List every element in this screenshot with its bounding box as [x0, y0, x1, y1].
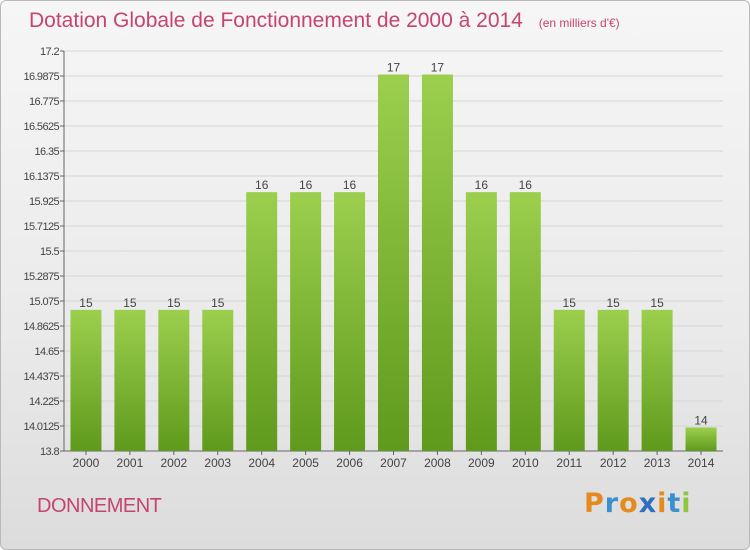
y-tick-label: 15.2875 [23, 271, 59, 283]
x-tick-label: 2002 [160, 456, 187, 470]
x-tick-label: 2000 [73, 456, 100, 470]
x-tick-label: 2014 [688, 456, 715, 470]
bar [509, 192, 541, 452]
bar-value-label: 17 [431, 61, 445, 75]
y-tick-label: 15.7125 [23, 221, 59, 233]
y-tick-label: 17.2 [40, 46, 59, 58]
bar-value-label: 15 [650, 296, 664, 310]
bar [334, 192, 366, 452]
bar-value-label: 17 [387, 61, 401, 75]
bar-value-label: 16 [343, 178, 357, 192]
chart-units: (en milliers d'€) [538, 16, 620, 30]
x-tick-label: 2009 [468, 456, 495, 470]
bar-value-label: 15 [123, 296, 137, 310]
y-tick-label: 14.8625 [23, 321, 59, 333]
x-tick-label: 2008 [424, 456, 451, 470]
y-tick-label: 16.775 [29, 96, 60, 108]
bar-value-label: 15 [167, 296, 181, 310]
y-tick-label: 16.5625 [23, 121, 59, 133]
x-tick-label: 2011 [556, 456, 582, 470]
y-tick-label: 13.8 [40, 446, 59, 458]
bar-value-label: 16 [475, 178, 489, 192]
bar [465, 192, 497, 452]
chart-title: Dotation Globale de Fonctionnement de 20… [29, 9, 620, 33]
x-tick-label: 2013 [644, 456, 671, 470]
y-tick-label: 16.35 [34, 146, 59, 158]
y-tick-label: 14.225 [29, 396, 60, 408]
bar [685, 427, 717, 451]
bar-value-label: 15 [79, 296, 93, 310]
bar [553, 309, 585, 451]
bars [70, 74, 717, 452]
bar-value-label: 15 [211, 296, 225, 310]
bar [246, 192, 278, 452]
bar [70, 309, 102, 451]
commune-name: DONNEMENT [37, 495, 162, 517]
y-tick-label: 15.075 [29, 296, 60, 308]
bar [641, 309, 673, 451]
y-tick-label: 14.65 [34, 346, 59, 358]
bar [290, 192, 322, 452]
y-tick-label: 16.9875 [23, 71, 59, 83]
chart-title-text: Dotation Globale de Fonctionnement de 20… [29, 9, 523, 32]
x-tick-label: 2012 [600, 456, 627, 470]
proxiti-logo[interactable]: Proxiti [584, 488, 692, 519]
bar-value-label: 16 [255, 178, 269, 192]
x-tick-label: 2004 [248, 456, 275, 470]
bar [202, 309, 234, 451]
bar [378, 74, 409, 451]
x-tick-label: 2005 [292, 456, 319, 470]
bar-value-label: 14 [694, 413, 708, 427]
y-tick-label: 14.0125 [23, 421, 59, 433]
x-tick-label: 2006 [336, 456, 363, 470]
x-tick-labels: 2000 2001 2002 2003 2004 2005 2006 2007 2008 2009… [73, 451, 715, 470]
x-tick-label: 2003 [204, 456, 231, 470]
x-tick-label: 2007 [380, 456, 407, 470]
data-labels: 15 15 15 15 16 16 16 17 17 16 16 15 15 15 14 [79, 61, 708, 428]
y-tick-labels: 17.2 16.9875 16.775 16.5625 16.35 16.1375 15.9… [23, 46, 60, 458]
bar-value-label: 15 [563, 296, 577, 310]
x-tick-label: 2001 [117, 456, 144, 470]
y-tick-label: 15.925 [29, 196, 60, 208]
bar [158, 309, 190, 451]
bar [421, 74, 453, 451]
bar [114, 309, 146, 451]
bar [597, 309, 629, 451]
x-tick-label: 2010 [512, 456, 539, 470]
y-tick-label: 15.5 [40, 246, 59, 258]
bar-value-label: 15 [606, 296, 620, 310]
bar-value-label: 16 [299, 178, 313, 192]
y-tick-label: 16.1375 [23, 171, 59, 183]
bar-value-label: 16 [519, 178, 533, 192]
y-tick-label: 14.4375 [23, 371, 59, 383]
